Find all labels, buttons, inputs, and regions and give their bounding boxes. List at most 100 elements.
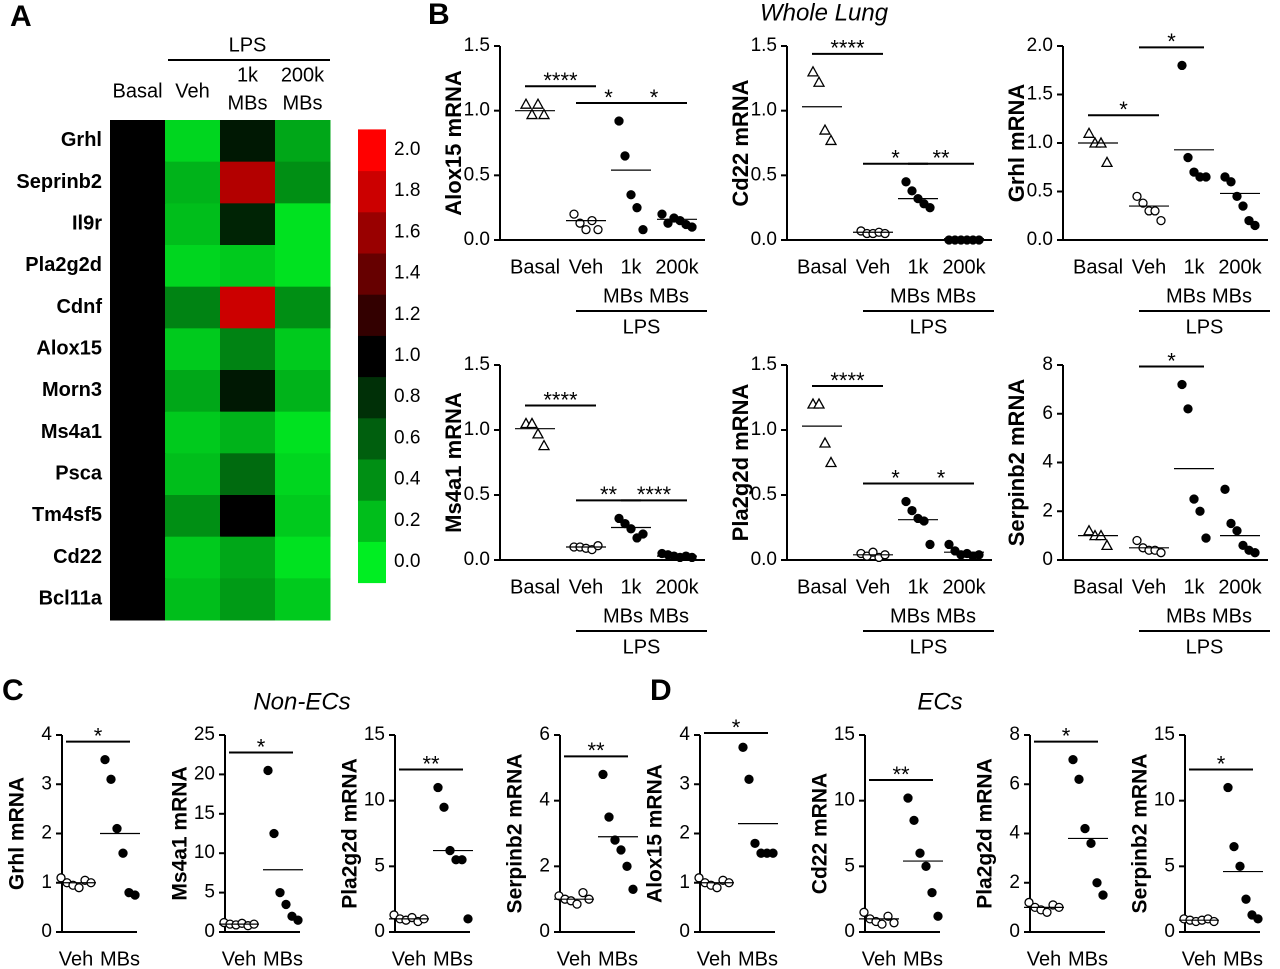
colorbar-tick-label: 0.2	[394, 510, 420, 531]
significance-label: *	[650, 85, 659, 110]
y-tick-label: 5	[204, 882, 215, 903]
x-tick-label: MBs	[1223, 948, 1263, 969]
significance-label: *	[94, 723, 103, 748]
heatmap-cell	[165, 370, 221, 413]
data-point	[806, 65, 820, 77]
y-tick-label: 15	[1154, 724, 1175, 745]
colorbar-tick-label: 1.4	[394, 263, 421, 284]
heatmap-cell	[165, 328, 221, 371]
data-point	[1156, 548, 1166, 558]
colorbar-band	[358, 129, 386, 172]
data-point	[1150, 206, 1160, 216]
data-point	[927, 887, 937, 898]
x-tick-label: 200k	[655, 256, 699, 278]
x-tick-label: Veh	[59, 948, 93, 969]
x-tick-label: MBs	[1068, 948, 1108, 969]
data-point	[907, 186, 917, 196]
heatmap-cell	[110, 536, 166, 579]
heatmap-cell	[220, 453, 276, 496]
row-label: Cd22	[53, 546, 102, 568]
data-point	[877, 919, 887, 929]
x-tick-label: 1k	[1183, 576, 1205, 598]
heatmap-cell	[220, 578, 276, 621]
x-tick-sublabel: MBs	[649, 605, 689, 627]
data-point	[620, 151, 630, 161]
data-point	[626, 524, 636, 534]
x-tick-sublabel: MBs	[1166, 605, 1206, 627]
data-point	[1177, 60, 1187, 71]
y-tick-label: 4	[1042, 452, 1053, 473]
significance-label: *	[1217, 751, 1226, 776]
colorbar-tick-label: 0.0	[394, 551, 420, 572]
data-point	[921, 861, 931, 871]
section-title: Non-ECs	[253, 688, 350, 715]
panel-label: D	[650, 674, 672, 707]
heatmap-cell	[165, 411, 221, 454]
x-tick-sublabel: MBs	[1166, 285, 1206, 307]
column-label: Basal	[112, 80, 162, 102]
data-point	[519, 97, 533, 109]
x-tick-label: 1k	[620, 256, 642, 278]
data-point	[738, 742, 748, 752]
data-point	[525, 108, 539, 120]
significance-label: **	[422, 751, 440, 776]
data-point	[638, 529, 648, 539]
heatmap-cell	[275, 161, 331, 204]
data-point	[578, 887, 588, 898]
data-point	[572, 899, 582, 909]
x-tick-label: Basal	[1073, 256, 1123, 278]
colorbar-band	[358, 211, 386, 254]
significance-label: ****	[637, 482, 672, 507]
significance-label: **	[600, 482, 618, 507]
colorbar-band	[358, 170, 386, 213]
y-axis-label: Serpinb2 mRNA	[1004, 379, 1029, 547]
x-tick-label: Veh	[557, 948, 591, 969]
significance-label: *	[257, 734, 266, 759]
y-axis-label: Pla2g2d mRNA	[339, 758, 362, 909]
x-tick-label: 200k	[942, 256, 986, 278]
data-point	[903, 793, 913, 803]
data-point	[925, 203, 935, 213]
y-axis-label: Grhl mRNA	[1004, 84, 1029, 203]
heatmap-cell	[220, 161, 276, 204]
data-point	[812, 397, 826, 409]
group-label: LPS	[623, 636, 661, 658]
data-point	[915, 848, 925, 858]
heatmap-cell	[275, 286, 331, 329]
heatmap-cell	[275, 370, 331, 413]
data-point	[610, 835, 620, 845]
x-tick-sublabel: MBs	[603, 605, 643, 627]
heatmap-cell	[220, 411, 276, 454]
data-point	[1238, 540, 1248, 551]
y-tick-label: 0.5	[464, 164, 490, 185]
x-tick-label: Veh	[1132, 576, 1166, 598]
colorbar-band	[358, 335, 386, 378]
colorbar-tick-label: 1.8	[394, 180, 420, 201]
y-tick-label: 0.5	[751, 484, 777, 505]
data-point	[626, 190, 636, 200]
data-point	[463, 914, 473, 924]
x-tick-sublabel: MBs	[936, 285, 976, 307]
data-point	[1250, 548, 1260, 558]
y-tick-label: 0	[539, 921, 550, 942]
x-tick-label: 1k	[907, 256, 929, 278]
data-point	[293, 915, 303, 925]
data-point	[1232, 191, 1242, 202]
data-point	[581, 225, 591, 235]
column-label: 1k	[237, 64, 259, 86]
colorbar-tick-label: 0.6	[394, 427, 420, 448]
heatmap-cell	[220, 495, 276, 538]
colorbar-band	[358, 417, 386, 460]
y-tick-label: 1.5	[751, 35, 777, 56]
data-point	[880, 228, 890, 239]
y-tick-label: 0.0	[751, 549, 777, 570]
data-point	[1253, 914, 1263, 924]
data-point	[687, 552, 697, 563]
heatmap-cell	[220, 328, 276, 371]
colorbar-tick-label: 1.6	[394, 221, 420, 242]
data-point	[1100, 156, 1114, 168]
y-tick-label: 1.5	[464, 354, 490, 375]
colorbar-band	[358, 294, 386, 336]
data-point	[1220, 172, 1230, 182]
y-axis-label: Cd22 mRNA	[728, 79, 753, 206]
